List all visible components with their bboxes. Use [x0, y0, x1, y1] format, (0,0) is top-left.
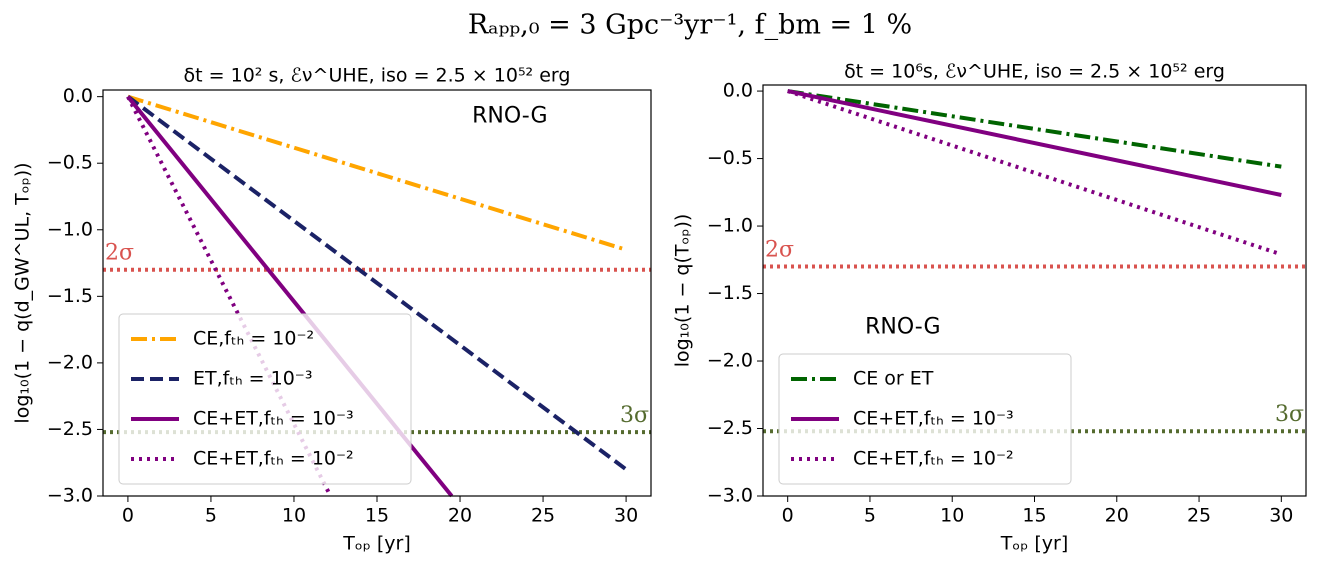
legend-label: CE+ET,fₜₕ = 10⁻³ — [193, 408, 354, 430]
x-tick-label: 20 — [1105, 505, 1129, 527]
x-tick-label: 15 — [1022, 505, 1046, 527]
annotation: RNO-G — [865, 314, 940, 339]
y-tick-label: −2.0 — [47, 351, 93, 373]
series-line — [787, 89, 1282, 197]
y-tick-label: −1.0 — [47, 218, 93, 240]
y-tick-label: 0.0 — [63, 85, 93, 107]
y-tick-label: −1.5 — [707, 282, 753, 304]
x-tick-label: 0 — [782, 505, 794, 527]
figure-title: Rₐₚₚ,₀ = 3 Gpc⁻³yr⁻¹, f_bm = 1 % — [468, 10, 912, 41]
x-tick-label: 15 — [365, 505, 389, 527]
threshold-label: 3σ — [1275, 402, 1304, 427]
x-tick-label: 30 — [1269, 505, 1293, 527]
x-axis-label: Tₒₚ [yr] — [342, 533, 411, 555]
series-line — [787, 89, 1282, 169]
series-line — [127, 94, 627, 252]
annotation: RNO-G — [472, 104, 547, 129]
legend-label: ET,fₜₕ = 10⁻³ — [193, 368, 312, 390]
y-tick-label: −3.0 — [707, 485, 753, 507]
y-tick-label: −1.0 — [707, 215, 753, 237]
x-tick-label: 20 — [448, 505, 472, 527]
legend-box — [778, 353, 1072, 485]
legend-box — [118, 313, 412, 485]
threshold-label: 3σ — [620, 403, 649, 428]
subplot-title: δt = 10² s, ℰν^UHE, iso = 2.5 × 10⁵² erg — [184, 65, 571, 87]
y-tick-label: −2.0 — [707, 350, 753, 372]
x-tick-label: 25 — [1187, 505, 1211, 527]
x-tick-label: 30 — [614, 505, 638, 527]
series-line — [787, 89, 1282, 257]
y-tick-label: 0.0 — [723, 80, 753, 102]
legend-label: CE+ET,fₜₕ = 10⁻³ — [853, 408, 1014, 430]
y-axis-label: log₁₀(1 − q(d_GW^UL, Tₒₚ)) — [12, 162, 34, 423]
legend-label: CE,fₜₕ = 10⁻² — [193, 328, 314, 350]
x-axis-label: Tₒₚ [yr] — [1000, 533, 1069, 555]
y-tick-label: −0.5 — [47, 152, 93, 174]
y-tick-label: −2.5 — [707, 417, 753, 439]
legend-label: CE+ET,fₜₕ = 10⁻² — [193, 448, 354, 470]
threshold-label: 2σ — [105, 241, 134, 266]
axes-frame — [762, 84, 1307, 497]
x-tick-label: 5 — [864, 505, 876, 527]
axes-frame — [102, 89, 652, 497]
x-tick-label: 10 — [940, 505, 964, 527]
y-tick-label: −2.5 — [47, 418, 93, 440]
series-line — [126, 95, 333, 497]
subplot-title: δt = 10⁶s, ℰν^UHE, iso = 2.5 × 10⁵² erg — [844, 61, 1225, 83]
y-tick-label: −0.5 — [707, 147, 753, 169]
legend-label: CE+ET,fₜₕ = 10⁻² — [853, 448, 1014, 470]
series-line — [126, 95, 628, 471]
y-tick-label: −3.0 — [47, 485, 93, 507]
x-tick-label: 25 — [531, 505, 555, 527]
x-tick-label: 10 — [282, 505, 306, 527]
y-axis-label: log₁₀(1 − q(Tₒₚ)) — [672, 214, 694, 368]
legend-label: CE or ET — [853, 368, 934, 390]
x-tick-label: 0 — [122, 505, 134, 527]
x-tick-label: 5 — [205, 505, 217, 527]
y-tick-label: −1.5 — [47, 285, 93, 307]
threshold-label: 2σ — [765, 238, 794, 263]
